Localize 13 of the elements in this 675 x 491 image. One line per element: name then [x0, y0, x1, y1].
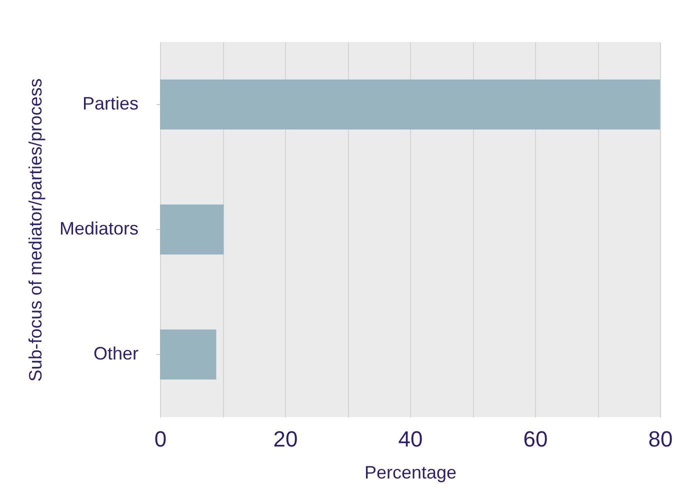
x-axis-title: Percentage: [364, 462, 457, 482]
bar: [160, 80, 660, 130]
x-tick-label: 0: [154, 426, 167, 452]
y-tick-label: Parties: [82, 94, 138, 114]
y-axis-title: Sub-focus of mediator/parties/process: [25, 78, 46, 382]
x-tick-label: 20: [273, 426, 298, 452]
bar: [160, 204, 224, 254]
y-tick-label: Other: [93, 344, 138, 364]
x-tick-label: 40: [398, 426, 423, 452]
x-tick-label: 60: [523, 426, 548, 452]
x-tick-label: 80: [648, 426, 673, 452]
bar: [160, 330, 216, 380]
y-tick-label: Mediators: [59, 218, 138, 238]
